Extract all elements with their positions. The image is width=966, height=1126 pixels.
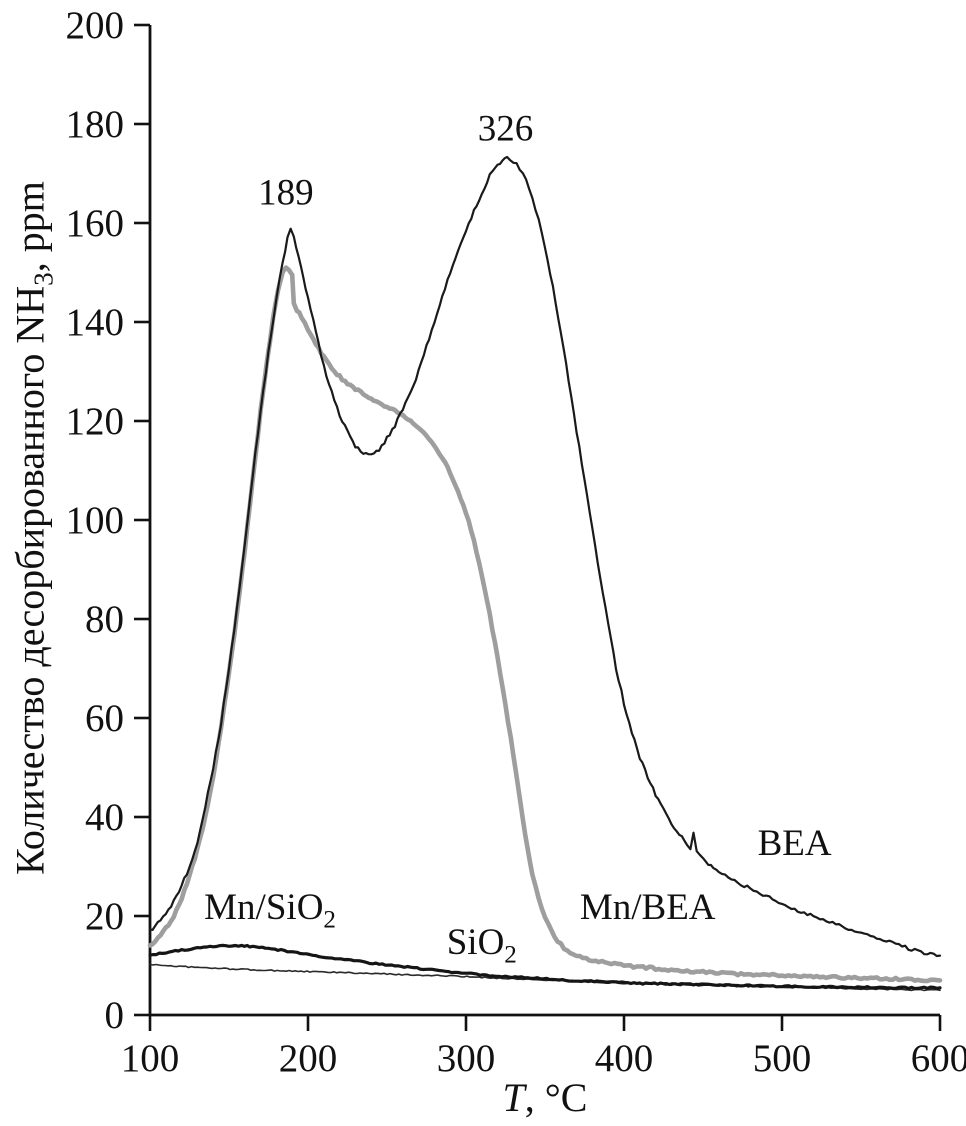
svg-text:300: 300: [437, 1037, 496, 1080]
series-label-sio2: SiO2: [447, 924, 517, 968]
y-axis-title: Количество десорбированного NH3, ppm: [7, 181, 59, 875]
svg-text:500: 500: [753, 1037, 812, 1080]
series-label-mn-sio2: Mn/SiO2: [204, 889, 336, 933]
series-label-text: Mn/SiO: [204, 887, 324, 929]
svg-text:140: 140: [66, 301, 125, 344]
svg-text:200: 200: [279, 1037, 338, 1080]
series-label-sub: 2: [323, 906, 336, 934]
series-label-sub: 2: [504, 941, 517, 969]
svg-text:200: 200: [66, 4, 125, 47]
x-axis-title: T, °C: [503, 1078, 588, 1118]
svg-text:160: 160: [66, 202, 125, 245]
svg-text:400: 400: [595, 1037, 654, 1080]
svg-text:80: 80: [85, 598, 124, 641]
y-axis-title-text: Количество десорбированного NH: [7, 285, 53, 875]
svg-text:100: 100: [66, 499, 125, 542]
svg-text:180: 180: [66, 103, 125, 146]
svg-text:100: 100: [121, 1037, 180, 1080]
peak-annotation-189: 189: [258, 172, 314, 214]
series-label-text: SiO: [446, 921, 505, 963]
svg-text:40: 40: [85, 796, 124, 839]
svg-text:20: 20: [85, 895, 124, 938]
series-label-text: Mn/BEA: [579, 887, 716, 929]
x-axis-title-symbol: T: [502, 1075, 525, 1120]
svg-text:120: 120: [66, 400, 125, 443]
series-label-mn-bea: Mn/BEA: [580, 889, 716, 933]
peak-annotation-326: 326: [477, 108, 534, 150]
x-axis-title-text: , °C: [524, 1075, 588, 1120]
series-label-text: BEA: [757, 822, 832, 864]
svg-text:600: 600: [911, 1037, 966, 1080]
y-axis-title-sub: 3: [28, 272, 59, 286]
y-axis-title-text: , ppm: [7, 181, 53, 273]
svg-text:0: 0: [105, 994, 125, 1037]
series-label-bea: BEA: [758, 825, 832, 869]
svg-text:60: 60: [85, 697, 124, 740]
